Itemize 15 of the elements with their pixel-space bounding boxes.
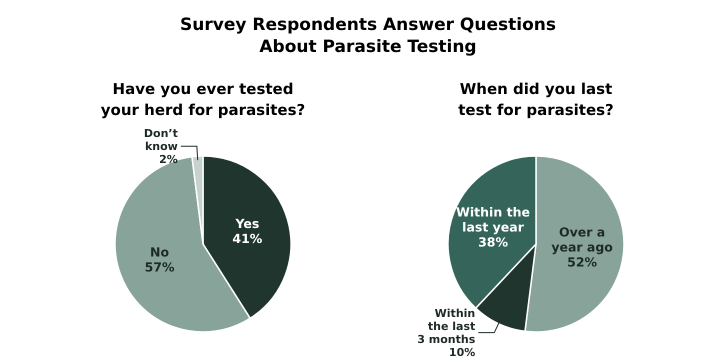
slice-label: Over a year ago <box>551 224 614 254</box>
data-label: 57% <box>144 260 175 275</box>
data-label: 38% <box>478 234 508 250</box>
data-label: 2% <box>159 153 178 166</box>
slice-label: Within the last year <box>456 204 530 234</box>
data-label: 52% <box>567 254 598 270</box>
text: Survey Respondents Answer Questions About Parasite Testing <box>180 15 556 57</box>
slice-label: No <box>150 244 170 260</box>
data-label: 10% <box>448 346 476 360</box>
slice-label: Yes <box>234 216 260 231</box>
slice-label: Within the last 3 months <box>417 307 476 346</box>
chart-title: Have you ever tested your herd for parasites? <box>100 80 306 119</box>
chart-title: When did you last test for parasites? <box>458 80 614 119</box>
data-label: 41% <box>232 230 263 246</box>
slice-label: Don’t know <box>144 127 178 154</box>
